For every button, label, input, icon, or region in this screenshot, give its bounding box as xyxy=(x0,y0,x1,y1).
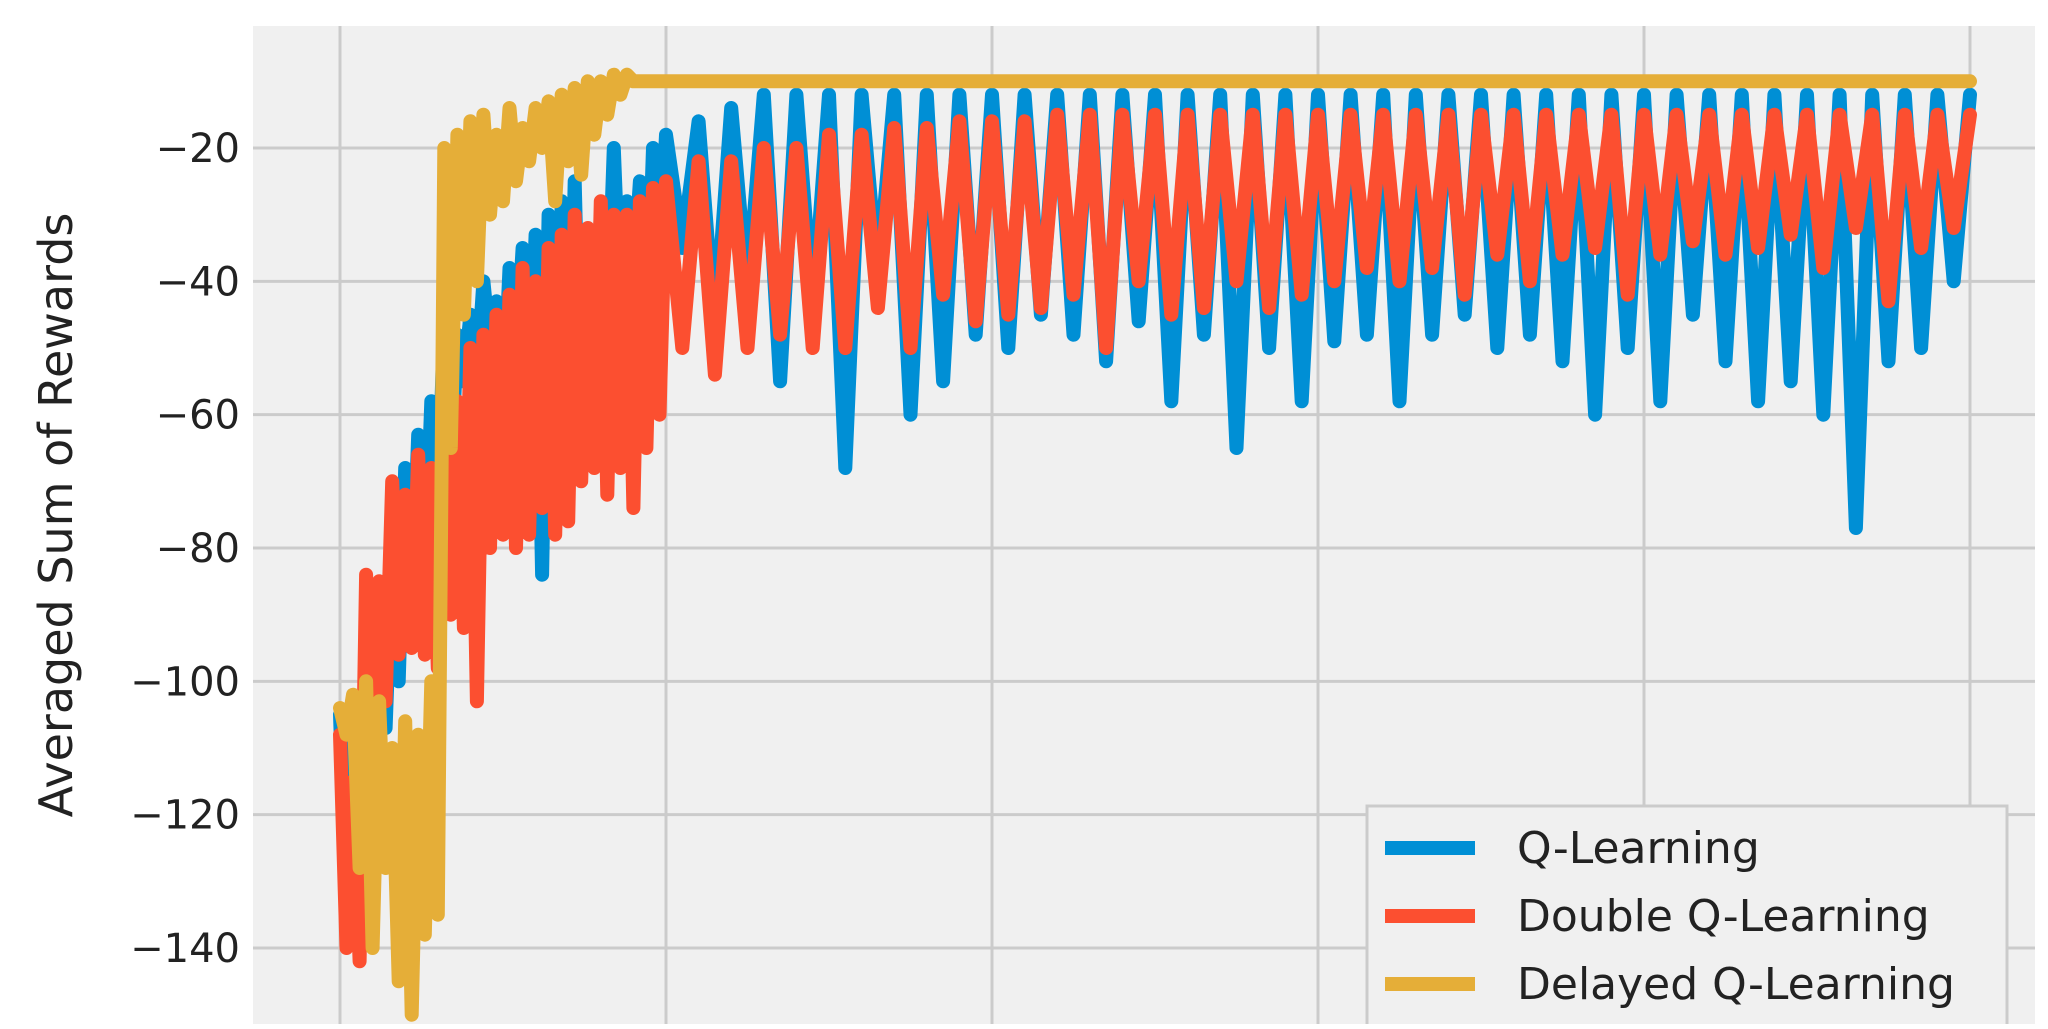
series-line-double-q-learning xyxy=(333,107,1977,969)
y-tick-label: −120 xyxy=(130,793,240,839)
y-tick-label: −20 xyxy=(156,126,240,172)
y-tick-label: −140 xyxy=(130,926,240,972)
y-tick-label: −80 xyxy=(156,526,240,572)
legend-label-delayed-q-learning: Delayed Q-Learning xyxy=(1517,959,1955,1010)
y-tick-labels: −20 −40 −60 −80 −100 −120 −140 xyxy=(130,126,240,972)
legend-label-q-learning: Q-Learning xyxy=(1517,823,1760,874)
series-line-delayed-q-learning xyxy=(333,67,1977,1022)
series-lines xyxy=(333,67,1977,1022)
y-axis-title: Averaged Sum of Rewards xyxy=(29,213,83,818)
y-tick-label: −60 xyxy=(156,393,240,439)
legend-label-double-q-learning: Double Q-Learning xyxy=(1517,891,1930,942)
y-tick-label: −100 xyxy=(130,659,240,705)
y-tick-label: −40 xyxy=(156,259,240,305)
legend: Q-Learning Double Q-Learning Delayed Q-L… xyxy=(1365,804,2009,1029)
